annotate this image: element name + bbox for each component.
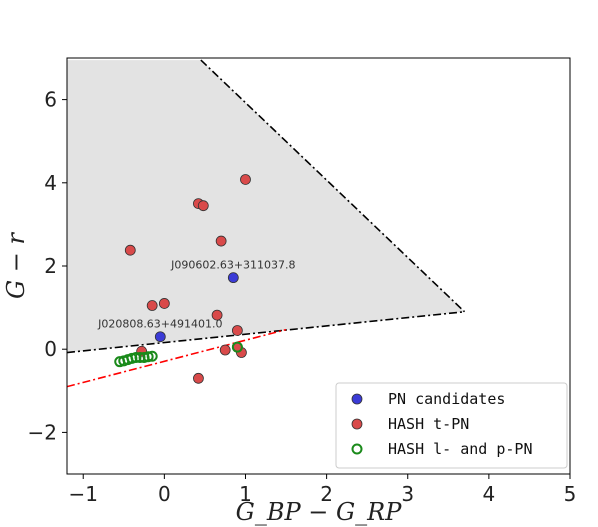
legend-marker-1 [351,418,363,430]
x-axis-label: G_BP − G_RP [236,498,403,526]
legend: PN candidates HASH t-PN HASH l- and p-PN [335,382,568,469]
series-0-point-1 [227,272,239,284]
series-2-point-9 [231,341,243,353]
legend-label-1: HASH t-PN [388,415,469,433]
axis-labels: G_BP − G_RP G − r [2,231,402,526]
series-1-point-10 [219,344,231,356]
axis-ticks: −1 0 1 2 3 4 5 −2 0 2 4 6 [28,88,577,506]
plot-area [67,59,466,388]
series-2-point-8 [146,350,158,362]
annotation-1: J020808.63+491401.0 [97,318,222,331]
shaded-region [67,60,465,353]
x-tick-label-0: −1 [68,482,97,506]
y-tick-label-3: 4 [44,171,57,195]
series-1-point-5 [146,300,158,311]
series-1-point-6 [158,298,170,309]
series-1-point-2 [197,200,209,212]
x-tick-label-1: 0 [158,482,171,506]
legend-marker-2 [351,443,363,455]
series-1-point-12 [193,372,204,384]
series-1-point-3 [124,244,136,256]
annotation-0: J090602.63+311037.8 [170,259,295,272]
legend-label-0: PN candidates [388,390,505,408]
x-tick-label-6: 5 [564,482,577,506]
x-tick-label-3: 2 [320,482,333,506]
series-1-point-7 [211,309,223,321]
series-1-point-0 [240,174,251,185]
y-axis-label: G − r [2,231,30,299]
x-tick-label-4: 3 [401,482,414,506]
series-1-point-4 [215,235,227,247]
series-0-point-0 [154,331,166,343]
annotations: J090602.63+311037.8 J020808.63+491401.0 [97,259,295,331]
x-tick-label-2: 1 [239,482,252,506]
legend-marker-0 [351,393,363,405]
y-tick-label-1: 0 [44,337,57,361]
series-1-point-8 [231,325,243,336]
boundary-line-1 [67,310,465,354]
boundary-line-2 [67,328,287,388]
boundary-line-0 [200,59,466,313]
series-2-point-7 [142,351,154,363]
y-tick-label-4: 6 [44,88,57,112]
legend-box [335,382,568,469]
legend-label-2: HASH l- and p-PN [388,440,533,458]
x-tick-label-5: 4 [483,482,496,506]
y-tick-label-2: 2 [44,254,57,278]
y-tick-label-0: −2 [28,420,57,444]
